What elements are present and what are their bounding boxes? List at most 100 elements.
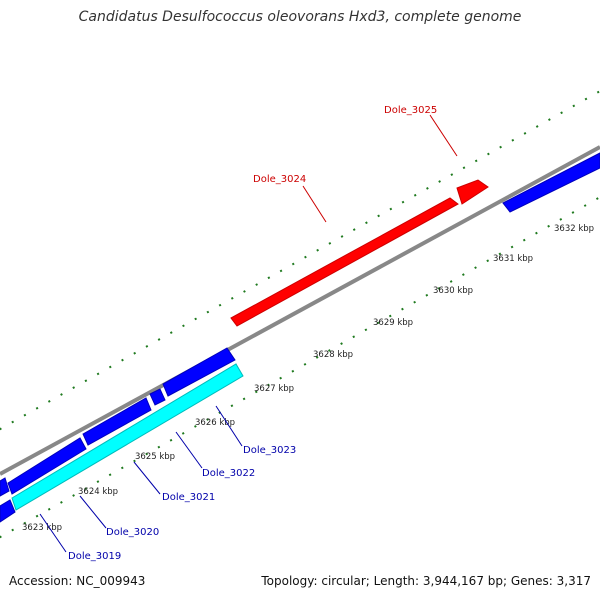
kbp-tick-label: 3623 kbp <box>22 523 62 533</box>
callout-leader-line <box>175 431 203 469</box>
tick-dot <box>108 473 112 477</box>
tick-dot <box>438 180 441 183</box>
callout-leader-line <box>215 405 243 447</box>
kbp-tick-label: 3629 kbp <box>373 318 413 328</box>
gene-dole-3025 <box>456 179 489 205</box>
gene-label: Dole_3022 <box>202 468 255 479</box>
tick-dot <box>133 351 137 355</box>
callout-leader-line <box>133 461 161 495</box>
tick-dot <box>596 90 600 94</box>
tick-dot <box>182 324 185 328</box>
tick-dot <box>316 248 319 252</box>
tick-dot <box>388 314 392 318</box>
gene-label: Dole_3021 <box>162 492 215 503</box>
gene-label: Dole_3025 <box>384 105 437 116</box>
tick-dot <box>413 300 416 304</box>
tick-dot <box>474 266 477 270</box>
tick-dot <box>194 317 198 321</box>
tick-dot <box>121 358 124 362</box>
tick-dot <box>35 514 39 518</box>
tick-dot <box>365 221 368 225</box>
genome-backbone <box>0 145 600 476</box>
tick-dot <box>426 187 429 190</box>
tick-dot <box>522 238 526 242</box>
tick-dot <box>340 342 343 345</box>
gene-blue-4 <box>7 437 87 495</box>
gene-blue-2 <box>149 388 166 406</box>
kbp-tick-label: 3632 kbp <box>554 224 594 234</box>
tick-dot <box>157 338 161 341</box>
tick-dot <box>194 425 197 428</box>
tick-dot <box>230 404 234 408</box>
gene-blue-1 <box>162 347 236 397</box>
tick-dot <box>72 494 75 497</box>
tick-dot <box>389 207 393 211</box>
tick-dot <box>377 214 380 218</box>
accession-label: Accession: NC_009943 <box>9 574 146 588</box>
tick-dot <box>230 296 234 300</box>
gene-blue-5 <box>0 477 10 497</box>
tick-dot <box>96 372 100 376</box>
callout-leader-line <box>429 114 458 157</box>
tick-dot <box>267 276 271 280</box>
tick-dot <box>60 393 63 396</box>
tick-dot <box>181 431 185 435</box>
tick-dot <box>133 459 136 463</box>
tick-dot <box>437 287 441 290</box>
gene-dole-3024 <box>230 197 459 327</box>
gene-callouts: Dole_3024 Dole_3025 Dole_3019 Dole_3020 Dole… <box>39 105 458 562</box>
tick-dot <box>108 365 112 369</box>
tick-dot <box>84 379 88 383</box>
gene-blue-3 <box>82 397 152 446</box>
kbp-tick-label: 3630 kbp <box>433 286 473 296</box>
tick-dot <box>499 145 502 149</box>
tick-dot <box>291 262 295 266</box>
tick-dot <box>328 241 332 245</box>
kbp-tick-label: 3626 kbp <box>195 418 235 428</box>
tick-dot <box>11 420 15 424</box>
tick-dot <box>47 400 51 403</box>
map-title: Candidatus Desulfococcus oleovorans Hxd3… <box>78 9 522 25</box>
gene-blue-6 <box>0 499 16 523</box>
tick-dot <box>96 480 100 484</box>
scale-dot-lines <box>0 90 600 539</box>
tick-dot <box>0 535 2 539</box>
tick-dot <box>401 200 405 204</box>
callout-leader-line <box>302 185 327 223</box>
callout-leader-line <box>39 513 67 553</box>
tick-dot <box>425 293 429 297</box>
gene-blue-right <box>502 152 600 213</box>
tick-dot <box>547 224 550 228</box>
gene-label: Dole_3019 <box>68 551 121 562</box>
tick-dot <box>535 231 538 235</box>
tick-dot <box>523 132 527 135</box>
gene-label: Dole_3020 <box>106 527 159 538</box>
tick-dot <box>255 283 259 286</box>
gene-label: Dole_3024 <box>253 174 306 185</box>
kbp-tick-label: 3627 kbp <box>254 384 294 394</box>
tick-dot <box>279 269 283 273</box>
tick-dot <box>35 406 39 410</box>
tick-dot <box>327 349 331 352</box>
genome-summary: Topology: circular; Length: 3,944,167 bp… <box>261 574 591 588</box>
tick-dot <box>11 528 15 532</box>
tick-dot <box>23 413 27 417</box>
tick-dot <box>254 390 258 394</box>
tick-dot <box>23 521 27 525</box>
tick-dot <box>584 97 588 101</box>
tick-dot <box>47 507 51 511</box>
tick-dot <box>364 328 368 332</box>
tick-dot <box>595 197 599 201</box>
tick-dot <box>498 252 502 256</box>
tick-dot <box>450 173 454 176</box>
tick-dot <box>401 307 404 311</box>
tick-dot <box>376 321 380 325</box>
tick-dot <box>169 331 173 335</box>
tick-dot <box>206 418 209 421</box>
kbp-tick-label: 3628 kbp <box>313 350 353 360</box>
tick-dot <box>303 362 307 366</box>
tick-dot <box>169 438 173 442</box>
tick-dot <box>462 166 466 170</box>
tick-dot <box>242 397 246 401</box>
tick-dot <box>304 255 307 259</box>
